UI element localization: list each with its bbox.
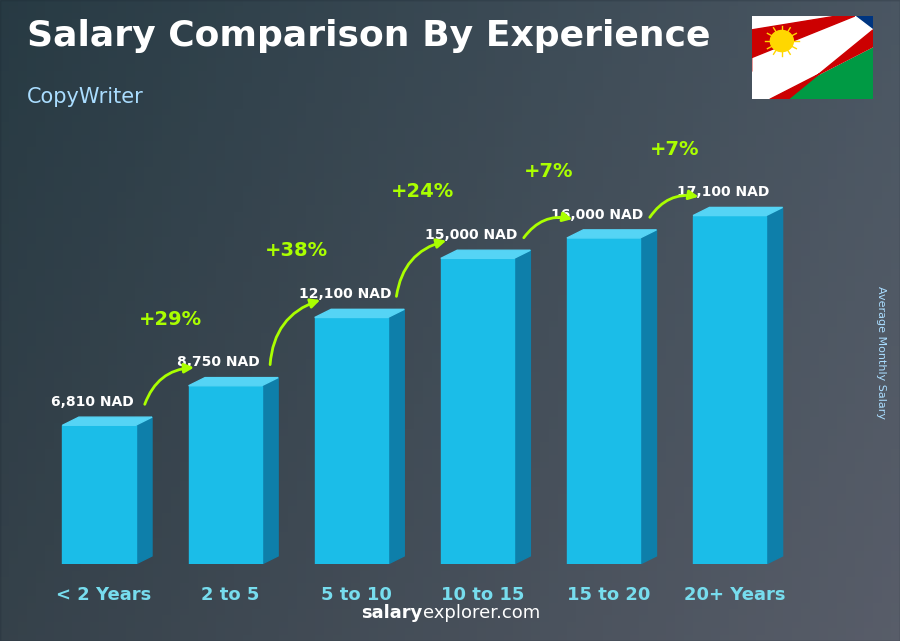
Text: Average Monthly Salary: Average Monthly Salary <box>877 286 886 419</box>
Circle shape <box>770 31 794 51</box>
Text: Salary Comparison By Experience: Salary Comparison By Experience <box>27 19 710 53</box>
Polygon shape <box>693 208 783 215</box>
Text: 15,000 NAD: 15,000 NAD <box>425 228 518 242</box>
Text: 8,750 NAD: 8,750 NAD <box>177 356 260 369</box>
Text: 16,000 NAD: 16,000 NAD <box>551 208 644 222</box>
Text: 10 to 15: 10 to 15 <box>441 587 524 604</box>
Text: +29%: +29% <box>139 310 202 329</box>
Polygon shape <box>567 230 656 238</box>
Polygon shape <box>315 317 388 564</box>
Text: 6,810 NAD: 6,810 NAD <box>51 395 134 409</box>
Polygon shape <box>640 230 656 564</box>
Polygon shape <box>752 16 855 72</box>
Text: 12,100 NAD: 12,100 NAD <box>299 287 392 301</box>
Polygon shape <box>189 378 278 386</box>
Text: salary: salary <box>362 604 423 622</box>
Polygon shape <box>441 250 530 258</box>
Text: +24%: +24% <box>391 182 454 201</box>
Polygon shape <box>315 310 404 317</box>
Polygon shape <box>262 378 278 564</box>
Text: 2 to 5: 2 to 5 <box>201 587 259 604</box>
Polygon shape <box>693 215 766 564</box>
Polygon shape <box>441 258 514 564</box>
FancyArrowPatch shape <box>270 300 318 365</box>
Polygon shape <box>388 310 404 564</box>
Text: 17,100 NAD: 17,100 NAD <box>677 185 770 199</box>
Text: < 2 Years: < 2 Years <box>57 587 151 604</box>
FancyArrowPatch shape <box>650 191 696 217</box>
Polygon shape <box>567 238 640 564</box>
Polygon shape <box>62 417 152 425</box>
Text: +7%: +7% <box>650 140 699 158</box>
Text: +7%: +7% <box>524 162 573 181</box>
Text: +38%: +38% <box>265 242 328 260</box>
Polygon shape <box>752 16 873 99</box>
Text: 5 to 10: 5 to 10 <box>320 587 392 604</box>
Text: CopyWriter: CopyWriter <box>27 87 144 106</box>
Polygon shape <box>62 425 136 564</box>
Polygon shape <box>136 417 152 564</box>
Polygon shape <box>766 208 783 564</box>
FancyArrowPatch shape <box>145 364 191 404</box>
Polygon shape <box>770 30 873 99</box>
Polygon shape <box>752 16 873 99</box>
Polygon shape <box>189 386 262 564</box>
Polygon shape <box>752 30 873 99</box>
Polygon shape <box>514 250 530 564</box>
FancyArrowPatch shape <box>524 213 570 238</box>
FancyArrowPatch shape <box>396 240 444 296</box>
Text: explorer.com: explorer.com <box>423 604 540 622</box>
Text: 20+ Years: 20+ Years <box>684 587 786 604</box>
Text: 15 to 20: 15 to 20 <box>567 587 650 604</box>
